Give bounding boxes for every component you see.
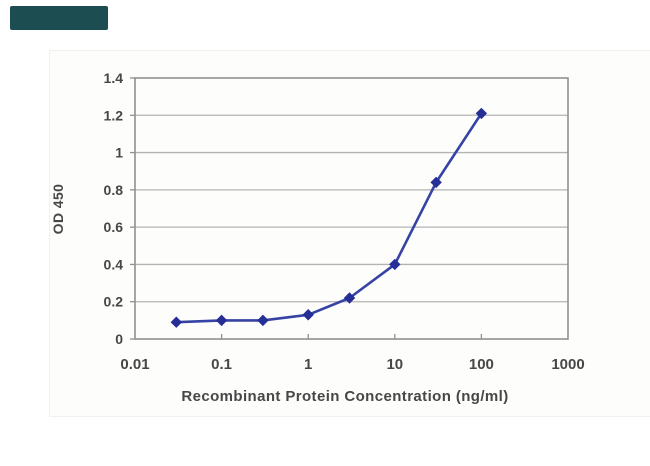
y-axis-title: OD 450	[50, 183, 66, 235]
y-tick-label-1: 1	[115, 145, 123, 161]
plot-frame	[134, 77, 569, 340]
data-point-3	[343, 292, 356, 304]
data-point-0.1	[215, 314, 228, 327]
data-point-100	[475, 107, 488, 120]
x-axis-title: Recombinant Protein Concentration (ng/ml…	[181, 388, 509, 405]
y-tick-label-0.4: 0.4	[104, 256, 124, 272]
x-tick-label-0.01: 0.01	[120, 356, 149, 373]
series-line	[175, 112, 483, 324]
y-tick-label-1.4: 1.4	[104, 70, 124, 86]
corner-brand-badge	[10, 6, 108, 30]
y-tick-label-0.6: 0.6	[104, 219, 124, 235]
y-tick-label-0: 0	[115, 331, 123, 347]
y-tick-label-1.2: 1.2	[104, 107, 124, 123]
data-point-1	[302, 309, 314, 321]
x-tick-label-10: 10	[386, 356, 403, 373]
y-tick-label-0.8: 0.8	[104, 182, 124, 198]
x-tick-label-1: 1	[304, 356, 312, 373]
data-point-30	[430, 176, 442, 189]
data-point-0.03	[170, 316, 183, 328]
x-tick-label-0.1: 0.1	[211, 356, 232, 373]
y-tick-label-0.2: 0.2	[104, 294, 124, 310]
x-tick-label-100: 100	[469, 356, 494, 373]
chart-image-panel	[49, 50, 650, 417]
x-tick-label-1000: 1000	[551, 356, 584, 373]
data-point-0.3	[257, 314, 269, 327]
data-point-10	[389, 258, 401, 271]
